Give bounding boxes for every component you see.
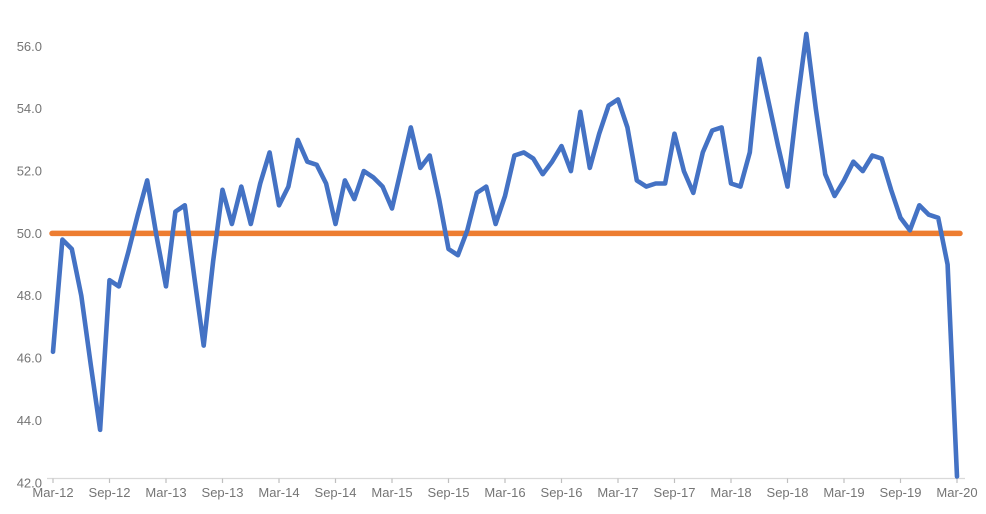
y-axis-label: 56.0 bbox=[17, 39, 42, 54]
x-axis-label: Sep-14 bbox=[315, 485, 357, 500]
x-axis-label: Mar-18 bbox=[710, 485, 751, 500]
y-axis-label: 46.0 bbox=[17, 351, 42, 366]
x-axis-label: Sep-15 bbox=[428, 485, 470, 500]
x-axis-label: Mar-19 bbox=[823, 485, 864, 500]
x-axis-label: Mar-16 bbox=[484, 485, 525, 500]
y-axis-label: 52.0 bbox=[17, 164, 42, 179]
x-axis-label: Sep-16 bbox=[541, 485, 583, 500]
y-axis-label: 54.0 bbox=[17, 101, 42, 116]
x-axis-label: Mar-15 bbox=[371, 485, 412, 500]
x-axis-label: Sep-18 bbox=[767, 485, 809, 500]
y-axis-label: 48.0 bbox=[17, 288, 42, 303]
x-axis-label: Sep-13 bbox=[202, 485, 244, 500]
y-axis-label: 42.0 bbox=[17, 475, 42, 490]
x-axis-label: Sep-19 bbox=[880, 485, 922, 500]
x-axis-label: Mar-17 bbox=[597, 485, 638, 500]
y-axis-label: 44.0 bbox=[17, 413, 42, 428]
x-axis-label: Mar-12 bbox=[32, 485, 73, 500]
x-axis-label: Mar-14 bbox=[258, 485, 299, 500]
monthly-index-line bbox=[50, 31, 960, 479]
x-axis-label: Mar-20 bbox=[936, 485, 977, 500]
y-axis-label: 50.0 bbox=[17, 226, 42, 241]
x-axis-label: Sep-12 bbox=[89, 485, 131, 500]
x-axis-label: Mar-13 bbox=[145, 485, 186, 500]
x-axis-label: Sep-17 bbox=[654, 485, 696, 500]
